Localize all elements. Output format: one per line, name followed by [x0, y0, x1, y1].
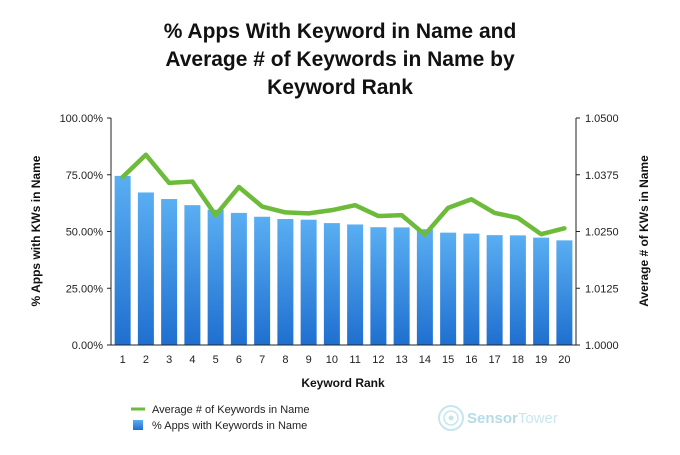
bar-10 — [323, 223, 340, 345]
line-series — [120, 152, 567, 237]
bar-9 — [300, 219, 317, 345]
right-tick-label: 1.0375 — [585, 170, 619, 182]
avg-keywords-line — [120, 152, 567, 237]
x-tick-label: 1 — [120, 354, 126, 366]
x-tick-label: 14 — [419, 354, 431, 366]
bar-11 — [347, 224, 364, 345]
x-tick-label: 2 — [143, 354, 149, 366]
bar-14 — [416, 229, 433, 345]
bar-19 — [533, 237, 550, 345]
x-tick-label: 16 — [465, 354, 477, 366]
x-tick-label: 12 — [372, 354, 384, 366]
x-tick-label: 17 — [489, 354, 501, 366]
right-y-ticks: 1.0000 1.0125 1.0250 1.0375 1.0500 — [576, 113, 619, 352]
x-tick-label: 20 — [558, 354, 570, 366]
x-tick-label: 3 — [166, 354, 172, 366]
bar-13 — [393, 227, 410, 345]
bar-5 — [207, 209, 224, 345]
left-tick-label: 0.00% — [72, 340, 103, 352]
sensortower-logo-icon — [438, 405, 464, 431]
x-tick-label: 10 — [326, 354, 338, 366]
bar-8 — [277, 219, 294, 345]
x-ticks: 1 2 3 4 5 6 7 8 9 10 11 12 13 14 15 16 17 18 19 20 — [120, 354, 571, 366]
right-axis-title: Average # of KWs in Name — [637, 155, 651, 307]
bar-7 — [254, 216, 271, 345]
x-tick-label: 7 — [259, 354, 265, 366]
chart-title: % Apps With Keyword in Name and Average … — [164, 20, 517, 99]
bar-17 — [486, 235, 503, 345]
x-tick-label: 4 — [189, 354, 195, 366]
x-tick-label: 19 — [535, 354, 547, 366]
bar-15 — [440, 232, 457, 345]
chart-title-line-3: Keyword Rank — [267, 76, 413, 99]
left-axis-title: % Apps with KWs in Name — [29, 155, 43, 306]
legend-label-bar: % Apps with Keywords in Name — [152, 420, 307, 432]
bar-16 — [463, 233, 480, 345]
chart-title-line-1: % Apps With Keyword in Name and — [164, 20, 517, 43]
x-tick-label: 9 — [306, 354, 312, 366]
bar-4 — [184, 205, 201, 345]
legend-label-line: Average # of Keywords in Name — [152, 404, 310, 416]
x-axis-title: Keyword Rank — [301, 376, 385, 390]
x-tick-label: 6 — [236, 354, 242, 366]
chart-title-line-2: Average # of Keywords in Name by — [165, 48, 515, 71]
x-tick-label: 15 — [442, 354, 454, 366]
watermark-text: SensorTower — [467, 410, 558, 427]
left-y-ticks: 0.00% 25.00% 50.00% 75.00% 100.00% — [60, 113, 111, 352]
left-tick-label: 50.00% — [66, 227, 104, 239]
bar-2 — [137, 192, 154, 345]
x-tick-label: 5 — [213, 354, 219, 366]
x-tick-label: 8 — [282, 354, 288, 366]
bar-1 — [114, 175, 131, 345]
left-tick-label: 100.00% — [60, 113, 104, 125]
x-tick-label: 11 — [349, 354, 360, 366]
bar-series — [114, 175, 573, 345]
bar-20 — [556, 240, 573, 345]
right-tick-label: 1.0000 — [585, 340, 619, 352]
bar-18 — [509, 235, 526, 345]
legend: Average # of Keywords in Name % Apps wit… — [131, 404, 310, 432]
bar-6 — [230, 212, 247, 345]
sensortower-watermark: SensorTower — [438, 405, 558, 431]
left-tick-label: 25.00% — [66, 283, 104, 295]
right-tick-label: 1.0250 — [585, 227, 619, 239]
legend-bar-swatch — [133, 420, 143, 430]
bar-3 — [161, 199, 178, 345]
right-tick-label: 1.0500 — [585, 113, 619, 125]
x-tick-label: 18 — [512, 354, 524, 366]
bar-12 — [370, 227, 387, 345]
left-tick-label: 75.00% — [66, 170, 104, 182]
right-tick-label: 1.0125 — [585, 283, 619, 295]
x-tick-label: 13 — [396, 354, 408, 366]
